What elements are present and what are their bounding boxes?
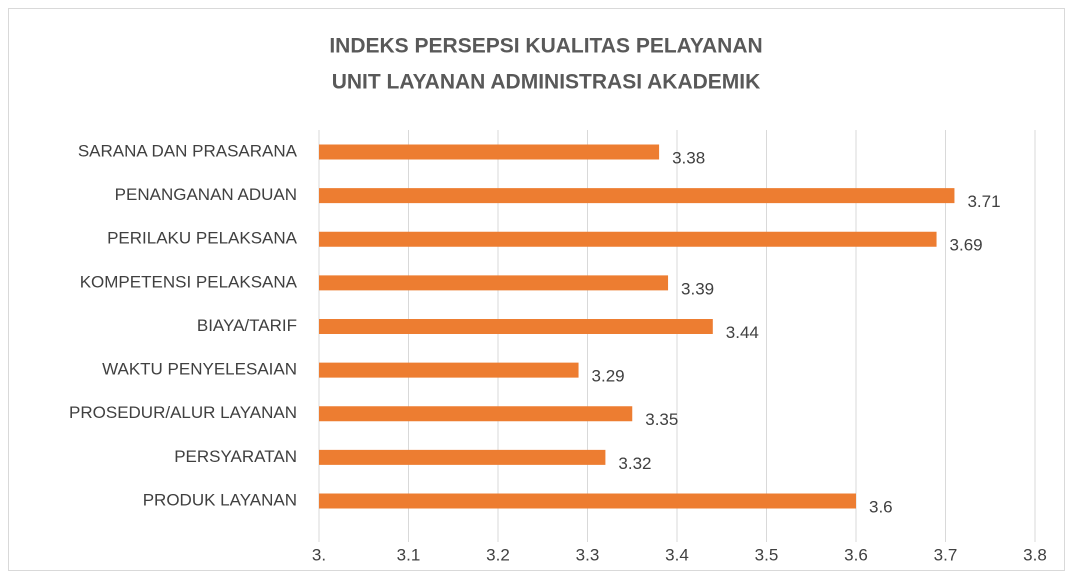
chart-title: UNIT LAYANAN ADMINISTRASI AKADEMIK <box>332 71 761 94</box>
data-label: 3.38 <box>672 148 705 167</box>
x-tick-label: 3.5 <box>755 545 779 564</box>
bar <box>319 493 856 509</box>
x-tick-label: 3.2 <box>486 545 510 564</box>
y-tick-label: BIAYA/TARIF <box>197 316 297 335</box>
bar <box>319 275 669 291</box>
chart-title: INDEKS PERSEPSI KUALITAS PELAYANAN <box>329 35 762 58</box>
y-tick-label: PRODUK LAYANAN <box>143 490 297 509</box>
x-tick-label: 3.3 <box>576 545 600 564</box>
x-tick-label: 3. <box>312 545 326 564</box>
y-tick-label: SARANA DAN PRASARANA <box>78 141 298 160</box>
x-tick-label: 3.7 <box>934 545 958 564</box>
bar <box>319 319 713 334</box>
y-tick-label: WAKTU PENYELESAIAN <box>102 360 297 379</box>
data-label: 3.32 <box>618 454 651 473</box>
bar <box>319 362 579 378</box>
y-tick-label: PENANGANAN ADUAN <box>115 185 297 204</box>
bar <box>319 449 606 465</box>
x-tick-label: 3.1 <box>397 545 421 564</box>
x-tick-label: 3.8 <box>1023 545 1047 564</box>
bar <box>319 231 937 247</box>
data-label: 3.35 <box>645 410 678 429</box>
data-label: 3.39 <box>681 279 714 298</box>
data-label: 3.69 <box>950 236 983 255</box>
bar <box>319 406 633 422</box>
y-tick-label: PERILAKU PELAKSANA <box>107 229 298 248</box>
x-tick-label: 3.4 <box>665 545 689 564</box>
y-tick-label: PERSYARATAN <box>174 447 297 466</box>
bar <box>319 188 955 204</box>
y-tick-label: PROSEDUR/ALUR LAYANAN <box>69 403 297 422</box>
data-label: 3.71 <box>967 192 1000 211</box>
data-label: 3.29 <box>592 367 625 386</box>
bar <box>319 144 660 160</box>
data-label: 3.44 <box>726 323 759 342</box>
data-label: 3.6 <box>869 497 893 516</box>
y-tick-label: KOMPETENSI PELAKSANA <box>80 272 298 291</box>
x-tick-label: 3.6 <box>844 545 868 564</box>
